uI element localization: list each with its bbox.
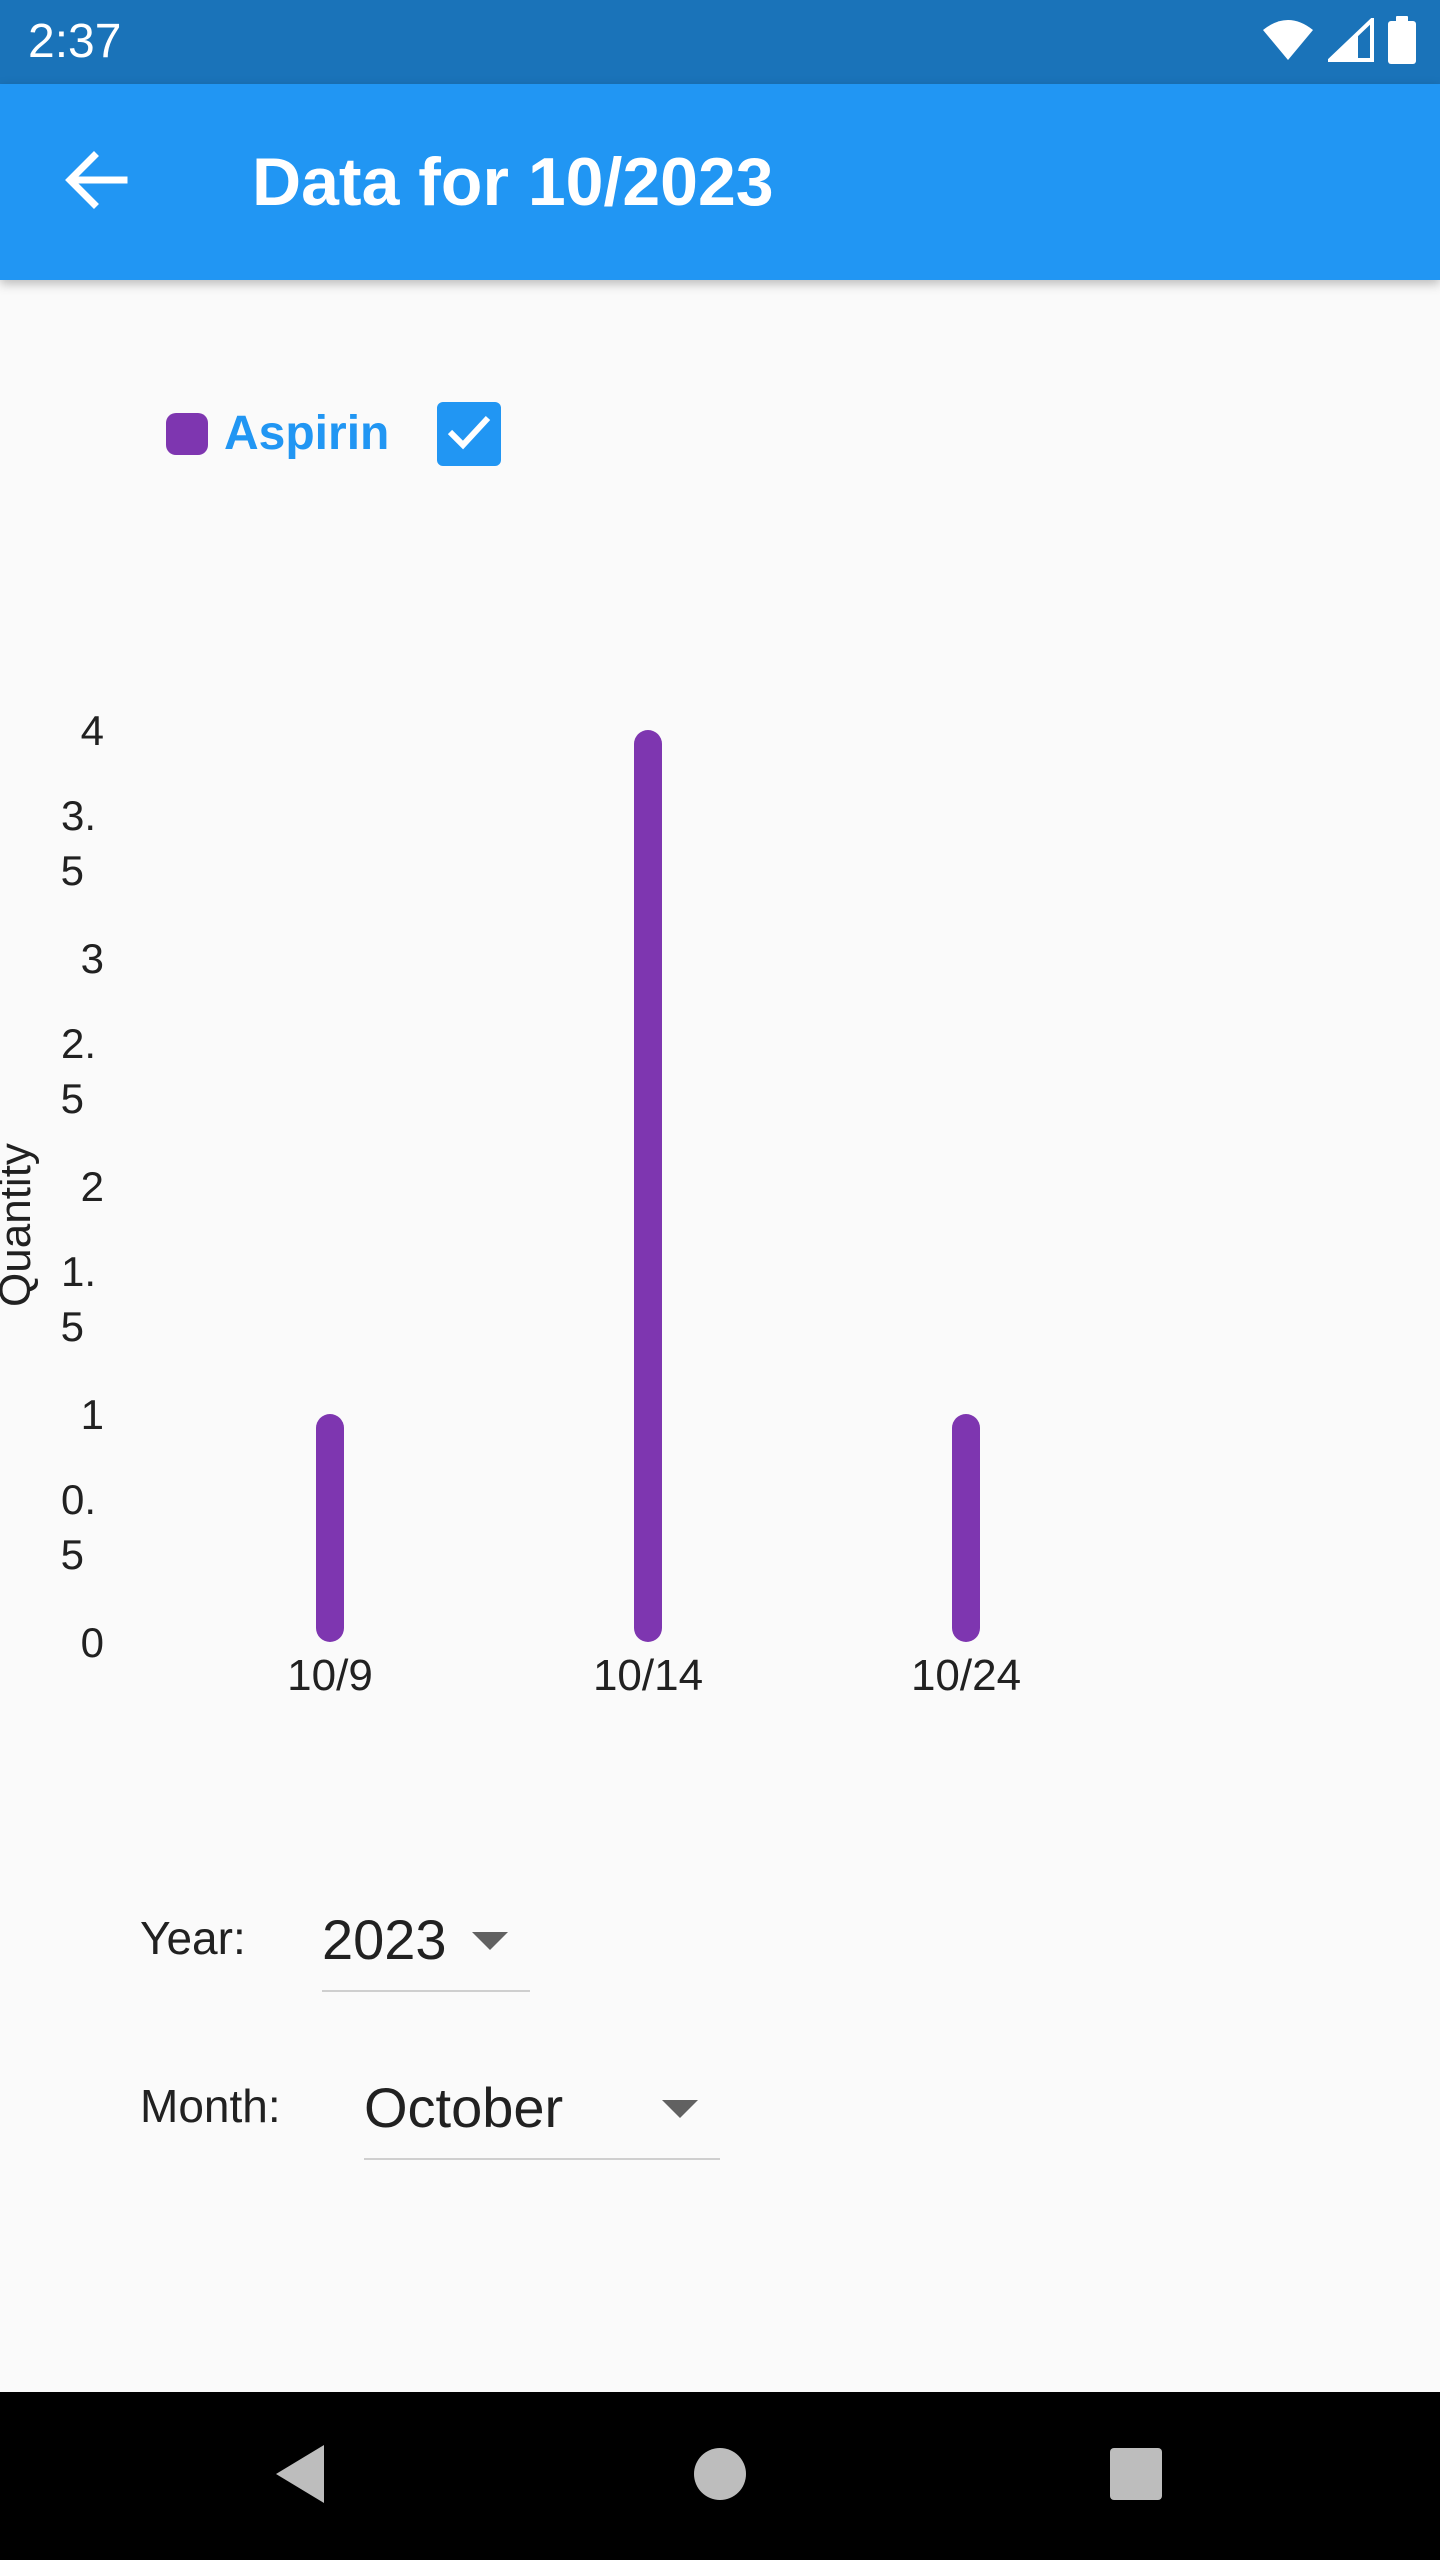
y-tick-label: 2 [81,1163,104,1210]
page-title: Data for 10/2023 [252,144,774,220]
month-dropdown[interactable]: October [364,2058,720,2160]
chart-legend: Aspirin [166,396,502,472]
y-tick-label: 0. 5 [61,1476,96,1578]
x-tick-label: 10/9 [287,1651,373,1700]
y-axis-label: Quantity [0,1143,40,1307]
status-bar: 2:37 [0,0,1440,84]
signal-icon [1325,14,1374,67]
back-button[interactable] [40,126,152,238]
nav-recents-button[interactable] [1088,2428,1184,2524]
chart-bars [316,730,980,1642]
status-icons [1262,14,1416,69]
system-nav-bar [0,2392,1440,2560]
arrow-back-icon [64,150,128,215]
x-axis-ticks: 10/9 10/14 10/24 [287,1651,1021,1700]
home-circle-icon [693,2447,747,2506]
y-tick-label: 1. 5 [61,1248,96,1350]
year-dropdown[interactable]: 2023 [322,1890,530,1992]
bar [634,730,662,1642]
bar-chart: Quantity 0 0. 5 1 1. 5 2 2. 5 3 3. 5 4 10/9 10/14 10/2… [0,707,1021,1700]
y-tick-label: 1 [81,1391,104,1438]
caret-down-icon [662,2100,698,2118]
y-tick-label: 2. 5 [61,1020,96,1122]
check-icon [445,412,493,457]
wifi-icon [1262,18,1314,67]
nav-back-button[interactable] [252,2428,348,2524]
bar [952,1414,980,1642]
y-tick-label: 0 [81,1619,104,1666]
back-triangle-icon [272,2443,328,2510]
app-bar: Data for 10/2023 [0,84,1440,280]
bar [316,1414,344,1642]
legend-label: Aspirin [224,407,390,460]
status-time: 2:37 [28,15,122,68]
caret-down-icon [472,1932,508,1950]
series-toggle-checkbox[interactable] [437,402,502,466]
recents-square-icon [1109,2447,1163,2506]
year-value: 2023 [322,1908,447,1971]
x-tick-label: 10/14 [593,1651,703,1700]
month-value: October [364,2076,564,2139]
y-axis-ticks: 0 0. 5 1 1. 5 2 2. 5 3 3. 5 4 [61,707,104,1666]
nav-home-button[interactable] [672,2428,768,2524]
legend-swatch [166,413,208,455]
battery-icon [1388,15,1416,69]
month-label: Month: [140,2080,281,2132]
y-tick-label: 3 [81,935,104,982]
y-tick-label: 3. 5 [61,792,96,894]
x-tick-label: 10/24 [911,1651,1021,1700]
year-label: Year: [140,1912,246,1964]
y-tick-label: 4 [81,707,104,754]
